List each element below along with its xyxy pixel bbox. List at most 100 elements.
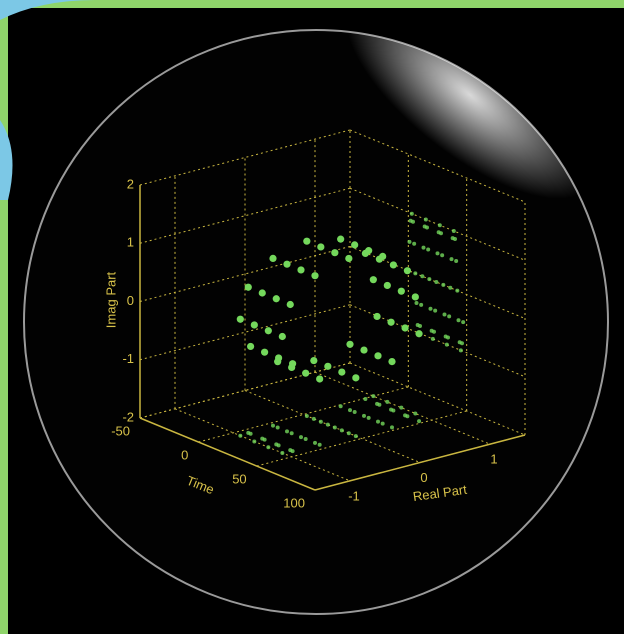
wall-projection-dot [449, 257, 454, 262]
helix-dot [264, 327, 272, 335]
y-tick-label: -1 [348, 488, 360, 503]
helix-dot [269, 254, 277, 263]
helix-dot [369, 276, 377, 284]
wall-projection-dot [418, 323, 422, 328]
floor-projection-dot [280, 450, 285, 455]
floor-projection-dot [417, 419, 422, 424]
wall-projection-dot [409, 211, 414, 216]
helix-dot [275, 354, 283, 362]
floor-projection-dot [338, 404, 343, 409]
helix-dot [236, 315, 244, 323]
floor-projection-dot [332, 425, 337, 430]
grid-line [244, 390, 421, 463]
floor-projection-dot [262, 437, 267, 442]
wall-projection-dot [413, 271, 418, 276]
floor-projection-dot [325, 422, 330, 427]
floor-projection-dot [290, 449, 295, 454]
helix-dot [289, 360, 297, 368]
floor-projection-dot [311, 416, 316, 421]
helix-dot [387, 318, 395, 326]
grid-line [139, 304, 351, 361]
wall-projection-dot [453, 237, 457, 242]
helix-dot [258, 289, 266, 297]
floor-projection-dot [376, 419, 380, 424]
helix-dot [297, 266, 305, 274]
x-tick-label: -50 [111, 423, 130, 438]
axis-line [314, 434, 526, 491]
floor-projection-dot [252, 439, 257, 444]
floor-projection-dot [413, 411, 418, 416]
wall-projection-dot [427, 277, 432, 282]
x-tick-label: 50 [232, 471, 246, 486]
helix-dot [388, 357, 396, 366]
wall-projection-dot [428, 306, 433, 311]
floor-projection-dot [299, 435, 303, 440]
wall-projection-dot [407, 239, 412, 244]
helix-dot [311, 272, 319, 280]
wall-projection-dot [421, 245, 426, 250]
wall-projection-dot [433, 308, 438, 313]
floor-projection-dot [339, 428, 344, 433]
x-tick-label: 0 [181, 447, 188, 462]
helix-dot [331, 249, 339, 257]
helix-dot [278, 332, 286, 341]
corner-patch [0, 0, 95, 20]
helix-dot [244, 283, 252, 291]
helix-dot [338, 368, 346, 376]
wall-projection-dot [446, 335, 450, 340]
wall-projection-dot [437, 223, 442, 228]
grid-line [139, 187, 351, 244]
floor-projection-dot [248, 431, 253, 436]
grid-line [256, 410, 467, 467]
wall-projection-dot [447, 314, 452, 319]
helix-dot [352, 374, 360, 382]
helix-dot [379, 252, 387, 260]
wall-projection-dot [456, 318, 461, 323]
floor-projection-dot [371, 394, 376, 399]
helix-dot [373, 312, 381, 321]
wall-projection-dot [412, 241, 417, 246]
floor-projection-dot [304, 413, 309, 418]
floor-projection-dot [390, 425, 394, 430]
z-tick-label: 1 [127, 235, 134, 250]
side-patch [0, 120, 13, 200]
wall-projection-dot [426, 247, 431, 252]
helix-dot [365, 247, 373, 255]
helix-dot [411, 293, 419, 301]
wall-projection-dot [419, 302, 424, 307]
z-tick-label: -1 [122, 351, 134, 366]
axis-line [139, 417, 316, 491]
floor-projection-dot [380, 421, 385, 426]
wall-projection-dot [411, 219, 415, 224]
wall-projection-dot [460, 341, 464, 346]
wall-projection-dot [444, 342, 449, 347]
helix-dot [261, 348, 269, 356]
y-tick-label: 1 [490, 452, 497, 467]
z-tick-label: 2 [127, 176, 134, 191]
wall-projection-dot [425, 225, 429, 230]
wall-projection-dot [434, 280, 439, 285]
grid-line [174, 408, 351, 482]
wall-projection-dot [461, 320, 466, 325]
floor-projection-dot [353, 434, 358, 439]
helix-dot [302, 369, 310, 377]
floor-projection-dot [303, 437, 308, 442]
wall-projection-dot [451, 228, 456, 233]
floor-projection-dot [366, 415, 371, 420]
grid-line [349, 129, 526, 203]
wall-projection-dot [432, 329, 436, 334]
helix-dot [383, 281, 391, 290]
floor-projection-dot [362, 413, 366, 418]
wall-projection-dot [439, 231, 443, 236]
helix-dot [316, 375, 324, 383]
floor-projection-dot [275, 425, 280, 430]
floor-projection-dot [271, 423, 275, 428]
grid-line [314, 371, 491, 445]
floor-projection-dot [276, 443, 281, 448]
helix-dot [360, 346, 368, 354]
floor-projection-dot [352, 410, 357, 415]
floor-projection-dot [317, 442, 322, 447]
helix-dot [401, 324, 409, 332]
wall-projection-dot [414, 300, 419, 305]
